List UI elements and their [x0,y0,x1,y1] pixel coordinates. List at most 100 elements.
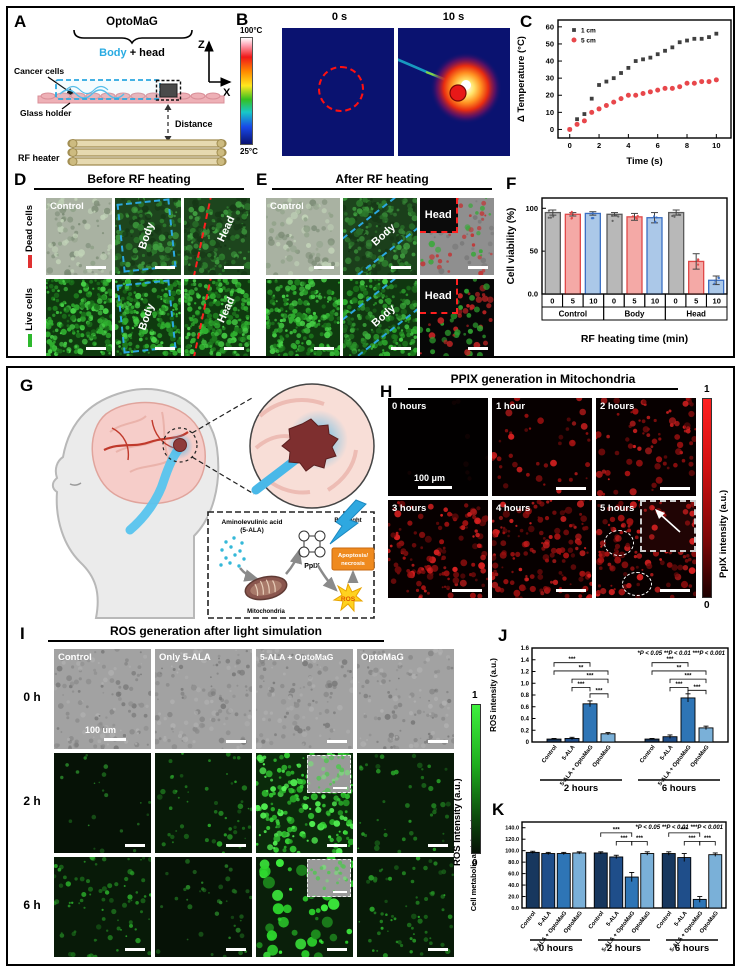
cancer-cells-arrow [47,76,75,96]
live-color-key [27,333,32,347]
roi-dashed-circle [317,66,364,113]
apoptosis-label-2: necrosis [341,561,365,567]
ros-label: ROS [341,596,356,603]
brace [73,29,193,45]
ppix-gradient-bar [702,398,712,598]
svg-text:***: *** [636,836,644,842]
panel-a-schematic: A OptoMaG Body + head Z X Cancer cells [12,10,234,168]
micrograph-i-0h-5ala-optomag: 5-ALA + OptoMaG [256,649,353,749]
svg-text:Control: Control [559,310,587,319]
apoptosis-label-1: Apoptosis/ [338,553,368,559]
micrograph-h-2h: 2 hours [596,398,696,496]
micrograph-d-control-dead: Control [46,198,112,275]
svg-text:Head: Head [686,310,706,319]
svg-text:10: 10 [589,297,597,306]
svg-text:30: 30 [546,74,554,83]
light-guide-beam [125,445,183,535]
micrograph-e-head-live: Head [420,279,494,356]
svg-text:***: *** [704,836,712,842]
row-label-2h: 2 h [23,794,41,808]
head-dashed-outline [155,79,182,101]
svg-text:5: 5 [571,297,575,306]
svg-text:10: 10 [712,141,720,150]
body-dashed-outline [55,79,161,100]
svg-text:60: 60 [546,22,554,31]
panel-h-ppix: H PPIX generation in Mitochondria 0 hour… [380,372,735,622]
svg-text:***: *** [568,657,576,663]
panel-i-ros-images: I ROS generation after light simulation … [10,624,465,966]
live-cells-row-label: Live cells [24,279,35,356]
ros-title: ROS generation after light simulation [48,624,384,642]
svg-text:5-ALA: 5-ALA [538,910,554,928]
micrograph-e-control-live [266,279,340,356]
svg-text:1.2: 1.2 [521,670,530,676]
panel-d-label: D [14,170,27,189]
micrograph-i-6h-5ala [155,857,252,957]
delta-temperature-scatter-chart: 0 10 20 30 40 50 60 0 2 4 6 8 10 Time (s) Δ Temperatur… [516,19,732,167]
colorbar-max-label: 100°C [240,26,263,35]
svg-text:2: 2 [597,141,601,150]
micrograph-i-2h-5ala-optomag [256,753,353,853]
svg-text:Control: Control [639,744,657,764]
temperature-colorbar: 100°C 25°C [240,26,262,156]
ala-label-1: Aminolevulinic acid [221,519,282,526]
svg-text:0: 0 [550,297,554,306]
tumor [173,438,187,452]
ros-starburst [332,582,364,613]
micrograph-i-6h-control [54,857,151,957]
panel-k-metabolic-chart: K 0.0 20.0 40.0 60.0 80.0 100.0 120.0 140.0 Cell… [466,800,736,966]
svg-text:10: 10 [546,108,554,117]
z-axis-label: Z [198,39,205,51]
dead-color-key [27,255,32,268]
svg-text:***: *** [620,836,628,842]
ppix-label: PpIX [304,563,320,570]
svg-text:0.8: 0.8 [521,693,530,699]
svg-text:40.0: 40.0 [508,883,519,889]
micrograph-h-1h: 1 hour [492,398,592,496]
svg-text:0.4: 0.4 [521,717,530,723]
svg-text:***: *** [681,827,689,833]
ppix-colorbar-label: PpIX intensity (a.u.) [718,489,729,578]
ppix-title: PPIX generation in Mitochondria [408,372,678,390]
glass-holder-pointer [61,102,71,110]
svg-text:6: 6 [656,141,660,150]
svg-text:0.6: 0.6 [521,705,530,711]
svg-text:*P < 0.05 **P < 0.01 ***: *P < 0.05 **P < 0.01 ***P < 0.001 [635,825,723,831]
zoom-dashed-circle [162,427,198,463]
micrograph-e-body-dead: Body [343,198,417,275]
ppix-colorbar: 1 0 [702,384,732,611]
row-label-6h: 6 h [23,898,41,912]
panel-i-label: I [20,624,25,643]
cancer-cells-label: Cancer cells [14,66,64,76]
micrograph-d-head-live: Head [184,279,250,356]
panel-e-after-heating: E After RF heating Control Body Head Bod… [254,170,500,358]
optomag-setup-schematic: OptoMaG Body + head Z X Cancer cells Gla… [14,16,232,166]
svg-text:0: 0 [612,297,616,306]
panel-f-viability-chart: F 0.0 50 100 Cell viability (%) 0 5 10 Control 0… [502,172,735,358]
colorbar-min-label: 25°C [240,147,258,156]
svg-text:0: 0 [550,125,554,134]
svg-text:1 cm: 1 cm [581,28,596,35]
svg-text:5-ALA: 5-ALA [659,744,675,762]
svg-text:Cell viability (%): Cell viability (%) [506,208,517,285]
panel-h-label: H [380,382,393,401]
svg-text:OptoMaG: OptoMaG [592,744,613,769]
closed-eye [69,482,82,486]
ros-colorbar: ROS Intensity (a.u.) 1 0 [452,688,488,878]
optomag-title: OptoMaG [106,16,158,28]
svg-text:0: 0 [568,141,572,150]
micrograph-i-2h-5ala [155,753,252,853]
zoom-connector-top [191,397,253,434]
brain-treatment-illustration: Aminolevulinic acid (5-ALA) Mitochondria… [51,383,375,619]
svg-text:6 hours: 6 hours [675,943,709,954]
after-heating-title: After RF heating [272,172,492,190]
svg-text:Time (s): Time (s) [626,156,662,167]
svg-text:***: *** [666,657,674,663]
svg-text:0: 0 [526,740,530,746]
micrograph-e-body-live: Body [343,279,417,356]
glass-holder-label: Glass holder [20,108,72,118]
svg-text:**: ** [579,665,584,671]
micrograph-i-2h-optomag [357,753,454,853]
svg-text:*P < 0.05 **P < 0.01 ***: *P < 0.05 **P < 0.01 ***P < 0.001 [637,651,725,657]
